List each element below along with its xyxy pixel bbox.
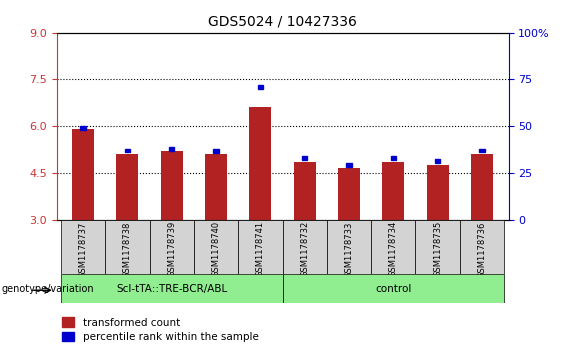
Text: GSM1178740: GSM1178740 xyxy=(211,221,220,277)
Bar xyxy=(205,154,227,220)
Text: GSM1178736: GSM1178736 xyxy=(477,221,486,278)
Text: GSM1178739: GSM1178739 xyxy=(167,221,176,277)
Bar xyxy=(282,220,327,274)
Text: GSM1178734: GSM1178734 xyxy=(389,221,398,277)
Text: Scl-tTA::TRE-BCR/ABL: Scl-tTA::TRE-BCR/ABL xyxy=(116,284,227,294)
Text: GSM1178738: GSM1178738 xyxy=(123,221,132,278)
Bar xyxy=(169,147,175,151)
Text: GSM1178732: GSM1178732 xyxy=(300,221,309,277)
Text: GSM1178741: GSM1178741 xyxy=(256,221,265,277)
Bar xyxy=(427,165,449,220)
Bar xyxy=(415,220,460,274)
Bar xyxy=(125,148,130,152)
Bar xyxy=(105,220,150,274)
Bar xyxy=(80,126,86,130)
Bar xyxy=(61,220,105,274)
Title: GDS5024 / 10427336: GDS5024 / 10427336 xyxy=(208,15,357,29)
Text: GSM1178735: GSM1178735 xyxy=(433,221,442,277)
Bar xyxy=(371,220,415,274)
Text: GSM1178737: GSM1178737 xyxy=(79,221,88,278)
Bar xyxy=(479,148,485,152)
Bar xyxy=(116,154,138,220)
Bar xyxy=(435,159,440,163)
Text: GSM1178733: GSM1178733 xyxy=(345,221,354,278)
Text: genotype/variation: genotype/variation xyxy=(1,284,94,294)
Bar xyxy=(346,163,351,167)
Bar xyxy=(61,274,282,303)
Bar xyxy=(327,220,371,274)
Bar xyxy=(460,220,504,274)
Bar xyxy=(471,154,493,220)
Bar xyxy=(258,85,263,89)
Bar xyxy=(150,220,194,274)
Bar xyxy=(282,274,504,303)
Bar xyxy=(338,168,360,220)
Text: control: control xyxy=(375,284,411,294)
Bar xyxy=(249,107,271,220)
Bar xyxy=(294,162,316,220)
Bar xyxy=(72,129,94,220)
Bar xyxy=(238,220,282,274)
Bar xyxy=(382,162,405,220)
Bar xyxy=(390,156,396,160)
Bar xyxy=(160,151,183,220)
Bar xyxy=(302,156,307,160)
Bar xyxy=(194,220,238,274)
Legend: transformed count, percentile rank within the sample: transformed count, percentile rank withi… xyxy=(62,317,258,342)
Bar xyxy=(214,149,219,153)
